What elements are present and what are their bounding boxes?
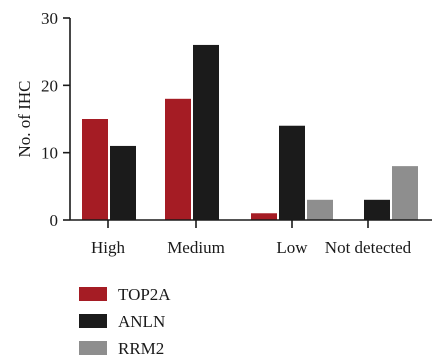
- axes-group: [69, 18, 432, 221]
- legend-label-anln: ANLN: [118, 312, 165, 331]
- bars-group: [82, 44, 418, 220]
- bar-anln-medium: [193, 44, 219, 220]
- legend: TOP2A ANLN RRM2: [79, 285, 171, 357]
- bar-anln-low: [279, 125, 305, 220]
- y-tick-label: 30: [41, 9, 58, 28]
- bar-anln-high: [110, 145, 136, 220]
- y-tick-label: 0: [50, 211, 59, 230]
- bar-top2a-medium: [165, 98, 191, 220]
- y-tick-label: 10: [41, 144, 58, 163]
- legend-label-rrm2: RRM2: [118, 339, 164, 357]
- legend-swatch-top2a: [79, 287, 107, 301]
- bar-anln-not-detected: [364, 199, 390, 220]
- bar-rrm2-low: [307, 199, 333, 220]
- x-ticks-group: High Medium Low Not detected: [91, 220, 412, 257]
- legend-label-top2a: TOP2A: [118, 285, 171, 304]
- bar-top2a-low: [251, 213, 277, 220]
- y-tick-label: 20: [41, 76, 58, 95]
- bar-rrm2-not-detected: [392, 166, 418, 220]
- x-tick-label: High: [91, 238, 126, 257]
- x-tick-label: Not detected: [325, 238, 412, 257]
- legend-swatch-rrm2: [79, 341, 107, 355]
- x-tick-label: Low: [276, 238, 308, 257]
- legend-swatch-anln: [79, 314, 107, 328]
- x-tick-label: Medium: [167, 238, 225, 257]
- y-ticks-group: 0 10 20 30: [41, 9, 70, 230]
- bar-top2a-high: [82, 119, 108, 220]
- y-axis-label: No. of IHC: [15, 81, 34, 158]
